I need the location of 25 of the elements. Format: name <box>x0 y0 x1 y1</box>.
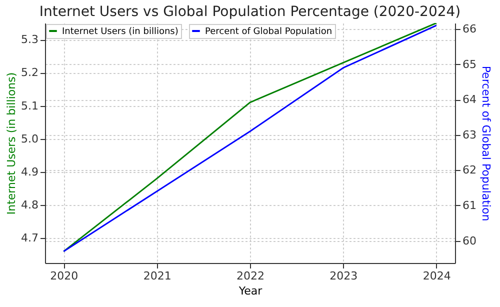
x-axis-title: Year <box>238 284 263 298</box>
y2-tick-label: 63 <box>462 128 476 142</box>
y2-axis-title: Percent of Global Population <box>479 66 492 222</box>
legend-label: Percent of Global Population <box>205 27 332 37</box>
y-tick-label: 5.1 <box>21 99 38 112</box>
chart-title: Internet Users vs Global Population Percentage (2020-2024) <box>39 4 461 20</box>
y2-tick-label: 61 <box>462 198 476 212</box>
y-tick-label: 4.7 <box>21 232 38 245</box>
x-tick-label: 2020 <box>50 270 78 282</box>
y2-tick-label: 64 <box>462 93 476 106</box>
x-tick-label: 2021 <box>143 270 172 282</box>
y2-tick-label: 60 <box>462 234 476 248</box>
y2-tick-label: 62 <box>462 164 476 177</box>
y-tick-label: 4.9 <box>21 165 38 178</box>
legend-label: Internet Users (in billions) <box>62 27 178 37</box>
y-tick-label: 5.0 <box>21 132 38 146</box>
y-tick-label: 4.8 <box>21 198 38 212</box>
y2-tick-label: 66 <box>462 22 476 36</box>
y2-tick-label: 65 <box>462 58 476 71</box>
x-tick-label: 2024 <box>422 270 451 282</box>
y-axis-title: Internet Users (in billions) <box>5 72 18 215</box>
y-tick-label: 5.2 <box>21 66 38 80</box>
x-tick-label: 2022 <box>236 270 264 282</box>
y-tick-label: 5.3 <box>21 33 38 46</box>
x-tick-label: 2023 <box>330 270 358 282</box>
